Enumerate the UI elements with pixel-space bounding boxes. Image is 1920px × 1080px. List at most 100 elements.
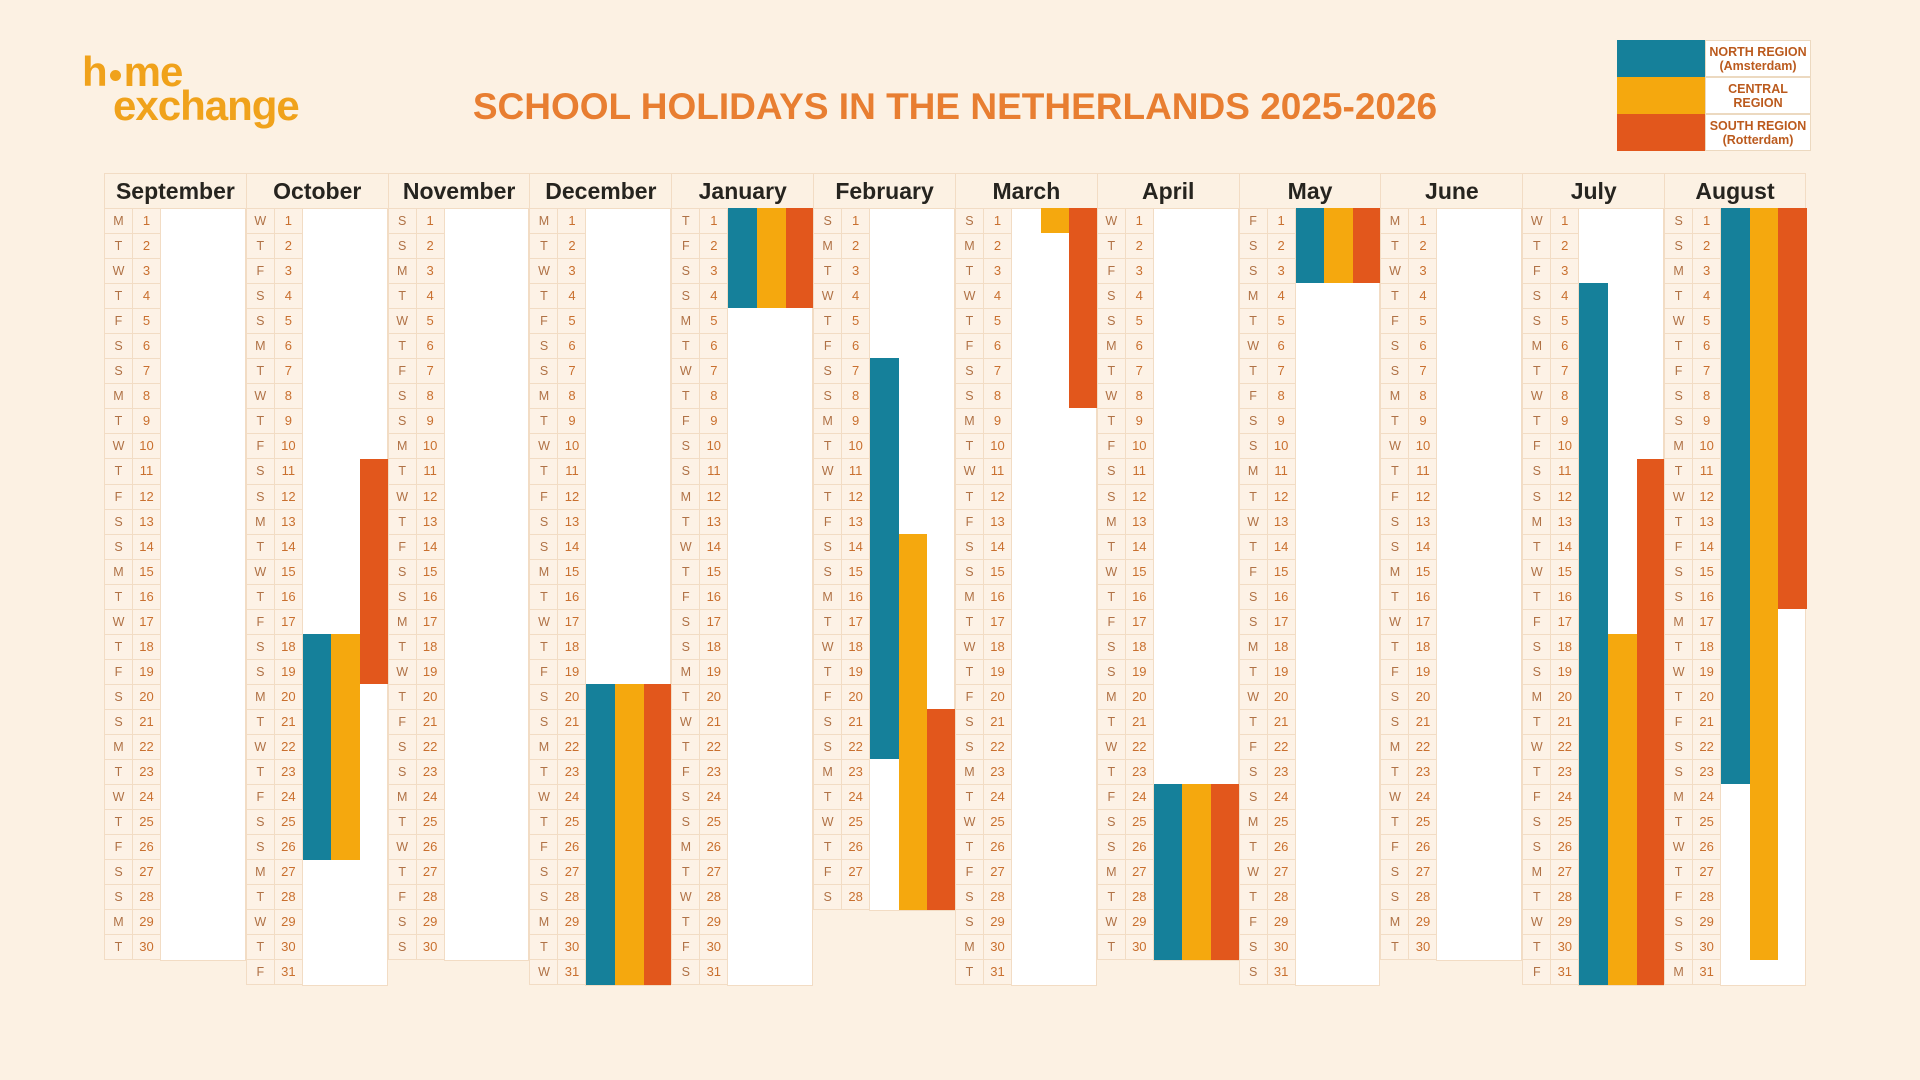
day-letter-cell: F	[529, 659, 558, 685]
day-row: M 18	[1238, 634, 1381, 660]
day-number-cell: 18	[415, 634, 444, 660]
day-letter-cell: S	[1238, 259, 1267, 285]
day-row: W 31	[529, 960, 671, 986]
day-number-cell: 23	[1408, 760, 1437, 786]
day-number-cell: 4	[1550, 284, 1579, 310]
legend-item-north: NORTH REGION (Amsterdam)	[1617, 40, 1813, 77]
day-row: T 30	[104, 935, 246, 961]
day-number-cell: 21	[557, 709, 586, 735]
day-number-cell: 8	[1692, 384, 1721, 410]
day-number-cell: 22	[841, 734, 870, 761]
day-letter-cell: W	[1664, 484, 1693, 510]
day-number-cell: 21	[1692, 709, 1721, 735]
day-number-cell: 8	[273, 384, 302, 410]
day-letter-cell: S	[245, 659, 274, 685]
day-number-cell: 9	[699, 409, 728, 435]
day-letter-cell: F	[529, 484, 558, 510]
day-letter-cell: T	[104, 634, 132, 660]
month-header-july: July	[1522, 173, 1665, 209]
day-letter-cell: T	[954, 259, 983, 285]
day-number-cell: 22	[1266, 734, 1295, 761]
day-number-cell: 31	[982, 960, 1011, 986]
holiday-bars-area-august	[1720, 208, 1807, 986]
day-row: S 20	[1380, 684, 1522, 710]
day-number-cell: 19	[1692, 659, 1721, 685]
day-number-cell: 4	[841, 284, 870, 310]
day-number-cell: 12	[1124, 484, 1153, 510]
day-row: S 17	[1238, 609, 1381, 635]
day-letter-cell: S	[387, 409, 416, 435]
day-number-cell: 28	[1692, 885, 1721, 911]
day-row: F 10	[1522, 434, 1664, 460]
day-letter-cell: S	[387, 384, 416, 410]
day-number-cell: 11	[132, 459, 160, 485]
day-row: T 23	[245, 760, 388, 786]
day-number-cell: 20	[1124, 684, 1153, 710]
day-row: T 14	[245, 534, 388, 560]
day-letter-cell: T	[954, 609, 983, 635]
day-row: M 13	[1522, 509, 1664, 535]
legend-label-line: (Amsterdam)	[1719, 58, 1797, 73]
day-letter-cell: W	[671, 359, 700, 385]
day-number-cell: 9	[1550, 409, 1579, 435]
day-number-cell: 8	[557, 384, 586, 410]
day-number-cell: 12	[1408, 484, 1437, 510]
day-row: W 11	[813, 459, 955, 485]
day-letter-cell: F	[1096, 259, 1125, 285]
day-number-cell: 24	[1124, 785, 1153, 811]
day-number-cell: 9	[1692, 409, 1721, 435]
day-row: T 19	[954, 659, 1097, 685]
day-letter-cell: S	[1522, 309, 1551, 335]
day-letter-cell: S	[1522, 284, 1551, 310]
day-row: S 18	[1096, 634, 1239, 660]
holiday-bar-south-july	[1636, 458, 1666, 985]
day-number-cell: 2	[1266, 234, 1295, 260]
day-letter-cell: S	[1096, 309, 1125, 335]
day-letter-cell: M	[245, 509, 274, 535]
day-number-cell: 4	[699, 284, 728, 310]
day-number-cell: 30	[699, 935, 728, 961]
day-row: F 14	[387, 534, 530, 560]
day-row: S 24	[671, 785, 813, 811]
holiday-bar-south-april	[1211, 784, 1240, 960]
day-number-cell: 17	[132, 609, 160, 635]
day-row: T 16	[1380, 584, 1522, 610]
day-number-cell: 31	[1266, 960, 1295, 986]
day-row: S 22	[954, 734, 1097, 761]
day-number-cell: 12	[273, 484, 302, 510]
day-number-cell: 16	[1266, 584, 1295, 610]
day-number-cell: 21	[982, 709, 1011, 735]
day-letter-cell: M	[1664, 609, 1693, 635]
day-row: W 12	[1664, 484, 1806, 510]
day-letter-cell: S	[954, 910, 983, 936]
day-letter-cell: T	[1522, 359, 1551, 385]
day-row: T 20	[671, 684, 813, 710]
day-letter-cell: T	[1096, 935, 1125, 961]
day-letter-cell: M	[1380, 384, 1409, 410]
day-row: M 16	[813, 584, 955, 610]
day-row: F 24	[1096, 785, 1239, 811]
day-row: S 11	[1522, 459, 1664, 485]
day-letter-cell: W	[1096, 209, 1125, 235]
day-row: M 13	[245, 509, 388, 535]
day-number-cell: 23	[699, 760, 728, 786]
holiday-bar-south-may	[1352, 208, 1382, 284]
day-letter-cell: F	[1522, 434, 1551, 460]
legend-label-line: NORTH REGION	[1709, 44, 1807, 59]
day-number-cell: 28	[1124, 885, 1153, 911]
day-number-cell: 18	[982, 634, 1011, 660]
day-row: S 25	[671, 810, 813, 836]
day-row: T 18	[387, 634, 530, 660]
day-number-cell: 6	[699, 334, 728, 360]
day-letter-cell: S	[1238, 409, 1267, 435]
